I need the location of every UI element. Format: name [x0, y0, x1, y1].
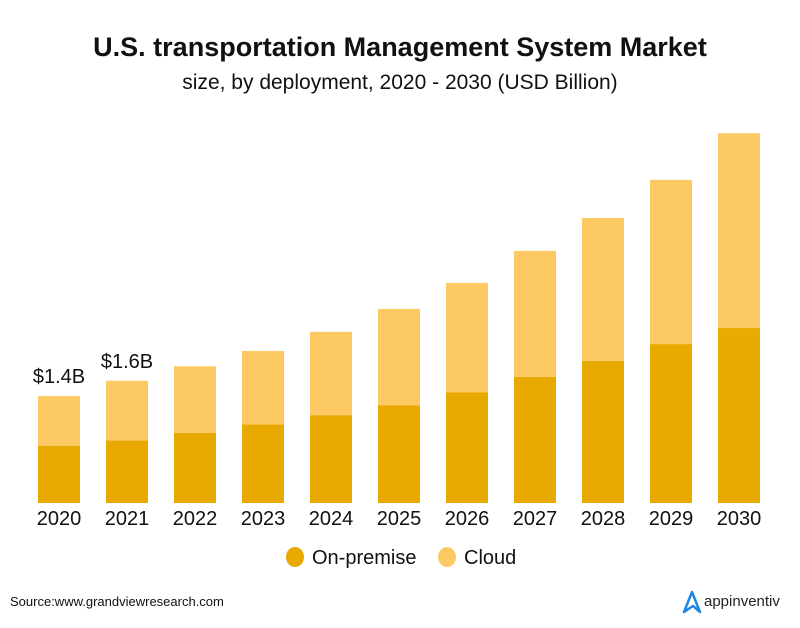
x-tick-label-2025: 2025 [377, 508, 422, 530]
x-tick-label-2024: 2024 [309, 508, 354, 530]
bar-on-premise-2025 [378, 405, 420, 503]
x-tick-label-2028: 2028 [581, 508, 626, 530]
x-tick-label-2029: 2029 [649, 508, 694, 530]
bar-on-premise-2021 [106, 440, 148, 503]
chart-title: U.S. transportation Management System Ma… [93, 32, 707, 62]
data-labels: $1.4B $1.6B [33, 351, 153, 388]
bar-cloud-2024 [310, 331, 352, 416]
x-tick-label-2021: 2021 [105, 508, 150, 530]
legend: On-premise Cloud [286, 547, 516, 569]
bar-cloud-2025 [378, 308, 420, 406]
bar-on-premise-2027 [514, 376, 556, 503]
bar-cloud-2027 [514, 250, 556, 377]
bar-cloud-2028 [582, 218, 624, 361]
bars-group [38, 133, 760, 503]
bar-on-premise-2028 [582, 360, 624, 503]
logo-text: appinventiv [704, 593, 780, 610]
bar-cloud-2029 [650, 179, 692, 345]
legend-swatch-on-premise [286, 547, 304, 567]
legend-label-on-premise: On-premise [312, 547, 416, 569]
x-tick-label-2026: 2026 [445, 508, 490, 530]
x-tick-label-2030: 2030 [717, 508, 762, 530]
appinventiv-logo: appinventiv [682, 590, 780, 614]
bar-cloud-2023 [242, 350, 284, 425]
bar-on-premise-2030 [718, 328, 760, 503]
bar-cloud-2026 [446, 282, 488, 393]
chart-subtitle: size, by deployment, 2020 - 2030 (USD Bi… [182, 71, 617, 94]
appinventiv-logo-icon [682, 590, 702, 614]
bar-on-premise-2026 [446, 392, 488, 503]
x-axis-ticks: 2020 2021 2022 2023 2024 2025 2026 2027 2028 2029… [37, 508, 762, 530]
bar-on-premise-2023 [242, 424, 284, 503]
bar-cloud-2022 [174, 366, 216, 433]
data-label-2021: $1.6B [101, 351, 153, 373]
bar-cloud-2030 [718, 133, 760, 329]
legend-label-cloud: Cloud [464, 547, 516, 569]
bar-cloud-2021 [106, 380, 148, 441]
source-note: Source:www.grandviewresearch.com [10, 594, 224, 609]
x-tick-label-2023: 2023 [241, 508, 286, 530]
bar-on-premise-2029 [650, 344, 692, 503]
x-tick-label-2027: 2027 [513, 508, 558, 530]
bar-on-premise-2022 [174, 432, 216, 503]
bar-cloud-2020 [38, 396, 80, 446]
data-label-2020: $1.4B [33, 366, 85, 388]
legend-swatch-cloud [438, 547, 456, 567]
bar-on-premise-2024 [310, 415, 352, 503]
bar-on-premise-2020 [38, 445, 80, 503]
x-tick-label-2020: 2020 [37, 508, 82, 530]
x-tick-label-2022: 2022 [173, 508, 218, 530]
